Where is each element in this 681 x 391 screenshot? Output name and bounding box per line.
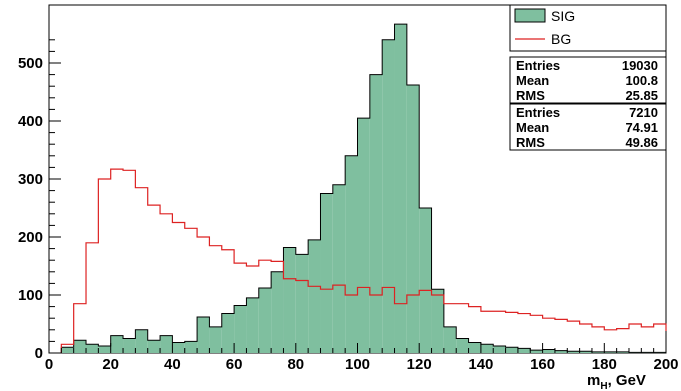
sig-bin <box>73 340 87 353</box>
stats-value: 25.85 <box>625 88 658 103</box>
sig-bin <box>271 271 284 353</box>
stats-value: 74.91 <box>625 120 658 135</box>
stats-label: Mean <box>516 120 549 135</box>
sig-bin <box>209 326 222 353</box>
x-tick-label: 100 <box>345 356 370 373</box>
y-tick-label: 0 <box>35 345 43 362</box>
stats-boxes: Entries 19030 Mean 100.8 RMS 25.85 Entries 7210… <box>509 56 667 151</box>
sig-bin <box>567 351 580 353</box>
stats-label: RMS <box>516 88 545 103</box>
sig-bin <box>542 349 555 353</box>
stats-value: 49.86 <box>625 135 658 150</box>
sig-bin <box>468 342 481 353</box>
x-tick-label: 200 <box>653 356 678 373</box>
sig-bin <box>394 24 407 353</box>
y-tick-label: 500 <box>18 55 43 72</box>
bg-histogram <box>60 168 667 353</box>
sig-bin <box>234 305 247 353</box>
axes: 0 100 200 300 400 500 0 20 40 60 80 100 120 140 160 180… <box>18 39 679 373</box>
stats-box <box>509 103 667 151</box>
x-tick-label: 80 <box>287 356 304 373</box>
sig-bin <box>604 351 617 353</box>
sig-bin <box>246 297 259 353</box>
sig-bin <box>406 85 420 353</box>
sig-bin <box>110 335 124 353</box>
stats-box <box>509 56 667 104</box>
x-tick-label: 20 <box>102 356 119 373</box>
x-tick-label: 180 <box>592 356 617 373</box>
sig-bin <box>591 351 605 353</box>
sig-bin <box>517 348 531 353</box>
legend: SIG BG <box>509 4 667 52</box>
sig-bin <box>86 344 99 353</box>
x-axis-label: mH, GeV <box>587 372 646 391</box>
sig-histogram <box>60 23 667 354</box>
stats-value: 100.8 <box>625 73 658 88</box>
stats-value: 7210 <box>629 105 658 120</box>
sig-bin <box>505 347 518 353</box>
y-tick-label: 300 <box>18 171 43 188</box>
x-tick-label: 160 <box>530 356 555 373</box>
stats-value: 19030 <box>622 58 658 73</box>
sig-bin <box>382 39 395 354</box>
sig-bin <box>283 247 296 353</box>
stats-label: Mean <box>516 73 549 88</box>
sig-bin <box>197 317 210 353</box>
sig-bin <box>554 350 568 353</box>
sig-bin <box>258 288 272 353</box>
y-tick-label: 200 <box>18 229 43 246</box>
legend-swatch-sig <box>514 8 546 23</box>
sig-bin <box>616 351 629 353</box>
sig-bin <box>332 184 346 353</box>
sig-bin <box>431 289 444 353</box>
sig-bin <box>123 338 136 353</box>
y-tick-label: 400 <box>18 113 43 130</box>
legend-label-bg: BG <box>551 31 571 47</box>
x-tick-label: 0 <box>45 356 53 373</box>
sig-bin <box>135 329 148 353</box>
sig-bin <box>443 326 457 353</box>
sig-bin <box>184 341 198 353</box>
sig-bin <box>61 347 74 353</box>
sig-bin <box>493 346 506 353</box>
sig-bin <box>357 118 370 353</box>
sig-bin <box>320 193 333 353</box>
stats-label: Entries <box>516 105 560 120</box>
sig-bin <box>147 340 161 353</box>
sig-bin <box>345 155 358 353</box>
sig-bin <box>295 254 309 353</box>
x-tick-label: 140 <box>468 356 493 373</box>
sig-bin <box>419 208 432 353</box>
sig-bin <box>308 239 321 353</box>
x-tick-label: 40 <box>164 356 181 373</box>
stats-label: RMS <box>516 135 545 150</box>
sig-bin <box>530 350 543 353</box>
sig-bin <box>456 338 469 353</box>
sig-bin <box>221 313 235 353</box>
sig-bin <box>369 74 383 353</box>
sig-bin <box>160 335 173 353</box>
sig-bin <box>98 346 111 353</box>
legend-label-sig: SIG <box>551 8 575 24</box>
sig-bin <box>480 344 494 353</box>
x-tick-label: 120 <box>407 356 432 373</box>
sig-bin <box>579 351 592 353</box>
stats-label: Entries <box>516 58 560 73</box>
x-tick-label: 60 <box>226 356 243 373</box>
y-tick-label: 100 <box>18 287 43 304</box>
bg-step-line <box>60 168 667 353</box>
sig-bin <box>172 342 185 353</box>
